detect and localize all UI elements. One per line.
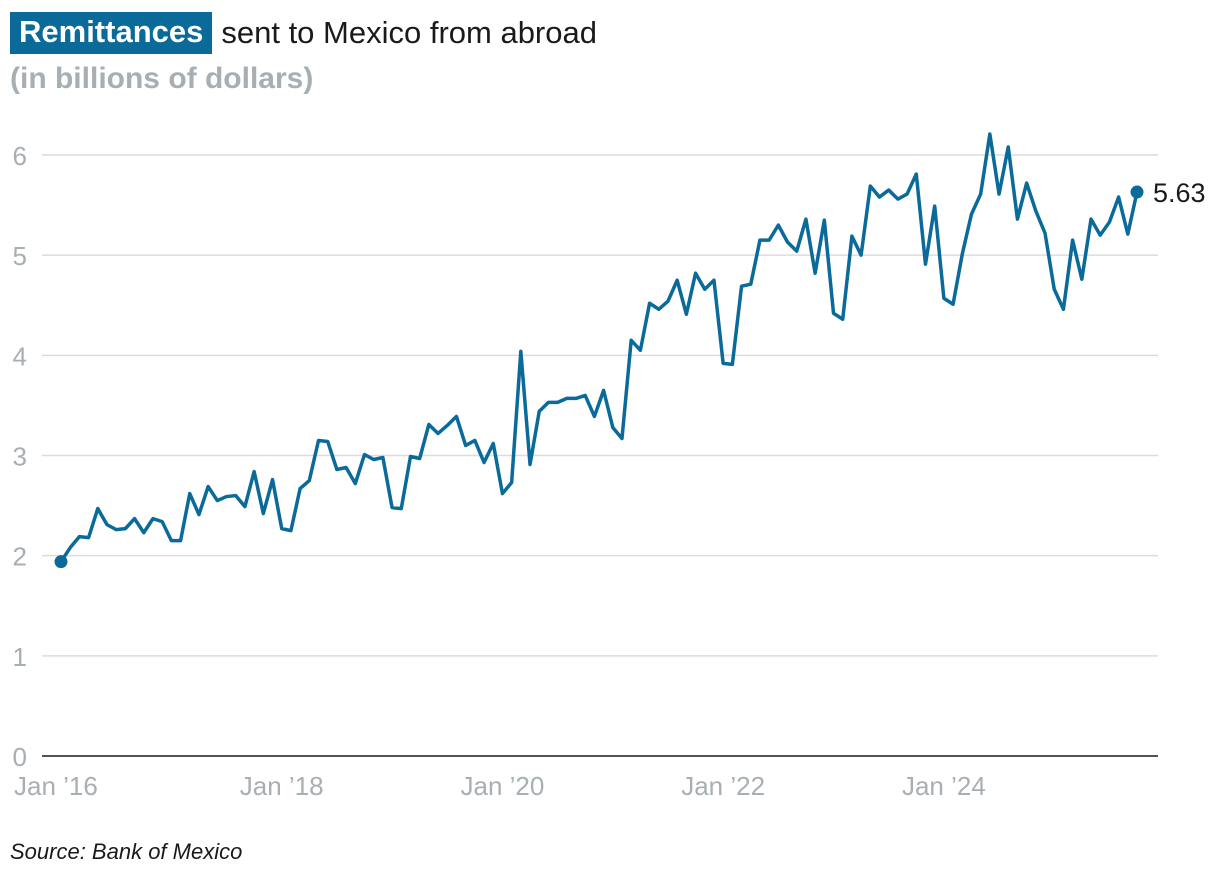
series-line bbox=[59, 132, 1139, 564]
title-text: sent to Mexico from abroad bbox=[221, 15, 597, 50]
x-tick-label: Jan ’16 bbox=[14, 771, 98, 801]
y-tick-label: 6 bbox=[13, 141, 27, 171]
chart-title: Remittances sent to Mexico from abroad bbox=[10, 12, 597, 54]
title-highlight: Remittances bbox=[10, 12, 213, 54]
x-tick-label: Jan ’22 bbox=[681, 771, 765, 801]
end-value-label: 5.63 bbox=[1153, 178, 1206, 208]
x-tick-label: Jan ’20 bbox=[461, 771, 545, 801]
end-point bbox=[1130, 185, 1144, 199]
start-point bbox=[54, 555, 68, 569]
y-tick-label: 5 bbox=[13, 241, 27, 271]
x-tick-label: Jan ’24 bbox=[902, 771, 986, 801]
x-tick-label: Jan ’18 bbox=[240, 771, 324, 801]
y-tick-label: 0 bbox=[13, 742, 27, 772]
y-tick-label: 2 bbox=[13, 542, 27, 572]
y-tick-label: 3 bbox=[13, 442, 27, 472]
y-tick-label: 1 bbox=[13, 642, 27, 672]
chart-subtitle: (in billions of dollars) bbox=[10, 62, 314, 95]
y-tick-label: 4 bbox=[13, 341, 27, 371]
source-note: Source: Bank of Mexico bbox=[10, 839, 243, 864]
